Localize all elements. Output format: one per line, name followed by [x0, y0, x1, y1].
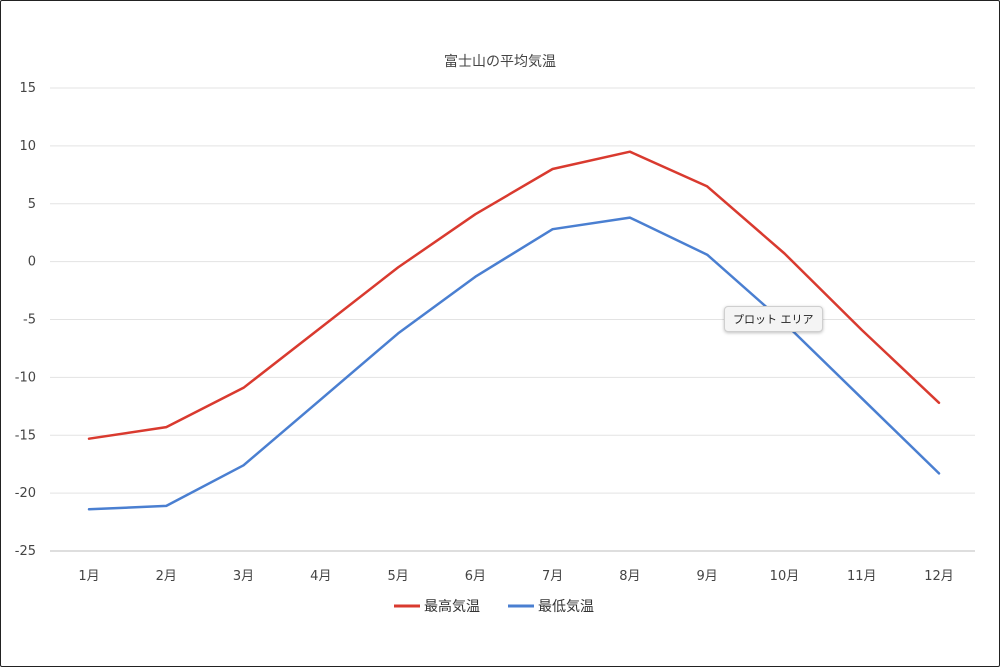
x-tick-label: 11月	[847, 569, 877, 584]
chart-title: 富士山の平均気温	[444, 53, 556, 70]
data-point	[397, 332, 399, 334]
y-tick-label: 15	[19, 81, 36, 96]
series-line-0	[87, 150, 941, 440]
x-tick-label: 2月	[156, 569, 177, 584]
data-point	[861, 329, 863, 331]
data-point	[551, 168, 553, 170]
x-tick-label: 6月	[465, 569, 486, 584]
x-tick-label: 7月	[542, 569, 563, 584]
data-point	[320, 398, 322, 400]
y-axis-labels: 15 10 5 0 -5 -10 -15 -20 -25	[15, 81, 36, 559]
x-tick-label: 8月	[619, 569, 640, 584]
y-tick-label: 10	[19, 139, 36, 154]
data-point	[706, 253, 708, 255]
data-point	[242, 387, 244, 389]
data-point	[474, 275, 476, 277]
data-point	[320, 326, 322, 328]
x-tick-label: 4月	[310, 569, 331, 584]
x-tick-label: 3月	[233, 569, 254, 584]
y-tick-label: -10	[15, 370, 36, 385]
data-point	[474, 213, 476, 215]
x-tick-label: 1月	[78, 569, 99, 584]
plot-area-tooltip: プロット エリア	[724, 306, 823, 332]
y-tick-label: -20	[15, 486, 36, 501]
data-point	[629, 216, 631, 218]
data-point	[397, 266, 399, 268]
gridlines	[50, 87, 975, 552]
data-point	[88, 438, 90, 440]
data-point	[88, 508, 90, 510]
legend-label: 最低気温	[538, 599, 594, 615]
x-tick-label: 10月	[770, 569, 800, 584]
y-tick-label: -5	[23, 313, 36, 328]
data-point	[629, 150, 631, 152]
data-point	[783, 252, 785, 254]
x-tick-label: 5月	[387, 569, 408, 584]
y-tick-label: -15	[15, 428, 36, 443]
data-point	[551, 228, 553, 230]
x-tick-label: 12月	[924, 569, 954, 584]
y-tick-label: -25	[15, 544, 36, 559]
data-point	[706, 185, 708, 187]
data-point	[938, 402, 940, 404]
data-point	[165, 426, 167, 428]
y-tick-label: 0	[28, 255, 36, 270]
data-point	[242, 464, 244, 466]
legend-label: 最高気温	[424, 598, 480, 615]
series-lines	[87, 150, 941, 511]
x-axis-labels: 1月 2月 3月 4月 5月 6月 7月 8月 9月 10月 11月 12月	[78, 569, 953, 584]
data-point	[938, 472, 940, 474]
x-tick-label: 9月	[697, 569, 718, 584]
legend: 最高気温 最低気温	[394, 598, 594, 615]
series-line-1	[87, 216, 941, 511]
data-point	[165, 505, 167, 507]
y-tick-label: 5	[28, 197, 36, 212]
data-point	[861, 397, 863, 399]
